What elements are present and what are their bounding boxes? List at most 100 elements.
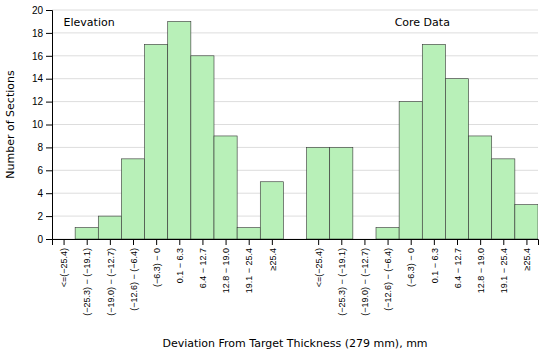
group-annotation: Elevation [64,16,115,29]
y-tick-label: 4 [37,188,43,199]
x-tick-label: <=(−25.4) [314,248,324,287]
y-axis-title: Number of Sections [4,70,17,179]
x-tick-mark [318,239,319,245]
x-tick-mark [87,239,88,245]
x-tick-mark [480,239,481,245]
x-tick-label: ≥25.4 [522,248,532,270]
y-tick-mark [46,33,52,34]
y-tick: 20 [32,5,52,16]
bar [399,102,422,239]
bar [307,147,330,239]
x-tick-mark [272,239,273,245]
x-tick-mark [156,239,157,245]
y-tick-label: 0 [37,234,43,245]
x-tick: 19.1 − 25.4 [244,239,254,293]
y-tick: 0 [37,234,52,245]
bar [214,136,237,239]
x-tick-mark [341,239,342,245]
y-axis: 0 2 4 6 8 10 12 14 16 18 20 [32,5,53,245]
x-tick-mark [388,239,389,245]
x-tick-mark [411,239,412,245]
y-tick: 14 [32,73,52,84]
y-axis-line [46,11,53,240]
bar [121,159,144,239]
y-tick-mark [46,147,52,148]
x-tick-mark [64,239,65,245]
x-tick-mark [457,239,458,245]
y-tick: 8 [37,142,52,153]
x-tick-label: <=(−25.4) [59,248,69,287]
y-tick-mark [46,56,52,57]
bar [168,21,191,239]
x-tick-label: (−6.3) − 0 [406,248,416,287]
chart: 0 2 4 6 8 10 12 14 16 18 20 <=(−25.4) (−25.3) − (−19… [0,0,550,353]
bars [75,21,538,239]
x-tick-label: 19.1 − 25.4 [244,248,254,293]
y-tick-label: 20 [32,5,44,16]
y-tick-label: 14 [32,73,44,84]
bar [330,147,353,239]
x-tick-mark [364,239,365,245]
x-tick: (−12.6) − (−6.4) [129,239,139,311]
x-tick-mark [110,239,111,245]
y-tick: 18 [32,28,52,39]
x-tick: ≥25.4 [522,239,532,270]
grid-line [52,55,538,56]
x-tick: <=(−25.4) [314,239,324,287]
x-tick-label: 6.4 − 12.7 [198,248,208,288]
y-tick: 10 [32,119,52,130]
y-tick: 12 [32,96,52,107]
x-tick-label: 0.1 − 6.3 [175,248,185,283]
x-tick-label: (−12.6) − (−6.4) [129,248,139,311]
x-tick-mark [226,239,227,245]
bar [469,136,492,239]
y-tick: 4 [37,188,52,199]
x-tick: (−25.3) − (−19.1) [82,239,92,316]
x-tick: 12.8 − 19.0 [476,239,486,293]
y-tick: 16 [32,51,52,62]
x-tick-mark [503,239,504,245]
x-tick-label: 19.1 − 25.4 [499,248,509,293]
x-tick-label: (−19.0) − (−12.7) [106,248,116,316]
y-tick-mark [46,10,52,11]
bar [353,239,376,240]
y-tick-mark [46,125,52,126]
x-tick-label: (−25.3) − (−19.1) [337,248,347,316]
y-tick-label: 8 [37,142,43,153]
x-tick-label: ≥25.4 [268,248,278,270]
x-tick: (−6.3) − 0 [406,239,416,287]
bar [191,56,214,239]
bar [492,159,515,239]
x-tick: (−19.0) − (−12.7) [106,239,116,316]
x-tick: 6.4 − 12.7 [453,239,463,288]
bar [515,205,538,239]
y-tick: 2 [37,211,52,222]
y-tick: 6 [37,165,52,176]
y-tick-mark [46,216,52,217]
x-tick: (−6.3) − 0 [152,239,162,287]
x-tick-mark [179,239,180,245]
x-tick-label: (−6.3) − 0 [152,248,162,287]
x-tick-label: (−12.6) − (−6.4) [383,248,393,311]
bar [260,182,283,239]
bar [145,44,168,239]
x-tick: 19.1 − 25.4 [499,239,509,293]
y-tick-label: 10 [32,119,44,130]
bar [376,228,399,239]
y-tick-label: 6 [37,165,43,176]
x-tick-mark [133,239,134,245]
plot: 0 2 4 6 8 10 12 14 16 18 20 <=(−25.4) (−25.3) − (−19… [32,5,539,316]
annotations: ElevationCore Data [64,16,450,29]
x-tick: 6.4 − 12.7 [198,239,208,288]
bar [52,239,75,240]
grid-line [52,32,538,33]
x-tick: 12.8 − 19.0 [221,239,231,293]
x-tick: 0.1 − 6.3 [175,239,185,283]
grid [52,10,538,239]
x-tick: 0.1 − 6.3 [430,239,440,283]
x-tick-label: 6.4 − 12.7 [453,248,463,288]
x-tick-mark [434,239,435,245]
x-tick: (−19.0) − (−12.7) [360,239,370,316]
x-tick-label: (−25.3) − (−19.1) [82,248,92,316]
x-tick: ≥25.4 [268,239,278,270]
